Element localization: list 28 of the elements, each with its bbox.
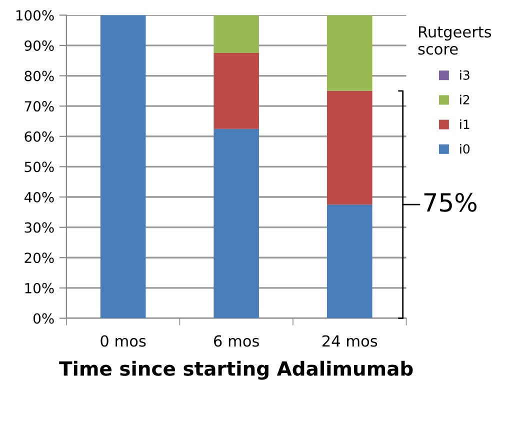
- x-axis-title: Time since starting Adalimumab: [59, 360, 413, 380]
- bar: [214, 53, 259, 129]
- text: 75%: [424, 192, 476, 212]
- y-tick-label: 0%: [34, 313, 54, 324]
- y-tick-label: 80%: [24, 70, 54, 82]
- x-tick-label: 0 mos: [100, 335, 146, 347]
- y-tick-label: 50%: [24, 162, 54, 172]
- bar: [326, 15, 372, 91]
- y-tick-label: 90%: [24, 40, 54, 51]
- bar: [326, 90, 372, 205]
- legend-label: i2: [460, 94, 470, 104]
- bar: [326, 204, 372, 318]
- y-tick-label: 10%: [25, 282, 54, 294]
- y-tick-label: 20%: [24, 252, 54, 264]
- y-tick-label: 70%: [24, 101, 54, 112]
- legend-label: i3: [460, 70, 470, 80]
- y-tick-label: 100%: [16, 10, 54, 21]
- legend-label: i0: [460, 144, 470, 154]
- bar: [214, 15, 259, 54]
- x-tick-label: 24 mos: [322, 335, 378, 347]
- y-tick-label: 30%: [24, 222, 54, 233]
- legend-label: i1: [460, 119, 470, 129]
- bar: [100, 15, 146, 318]
- legend-title: Rutgeerts score: [418, 26, 492, 55]
- bar: [214, 128, 259, 318]
- x-tick-label: 6 mos: [214, 335, 259, 347]
- y-tick-label: 60%: [24, 131, 54, 142]
- y-tick-label: 40%: [24, 192, 54, 202]
